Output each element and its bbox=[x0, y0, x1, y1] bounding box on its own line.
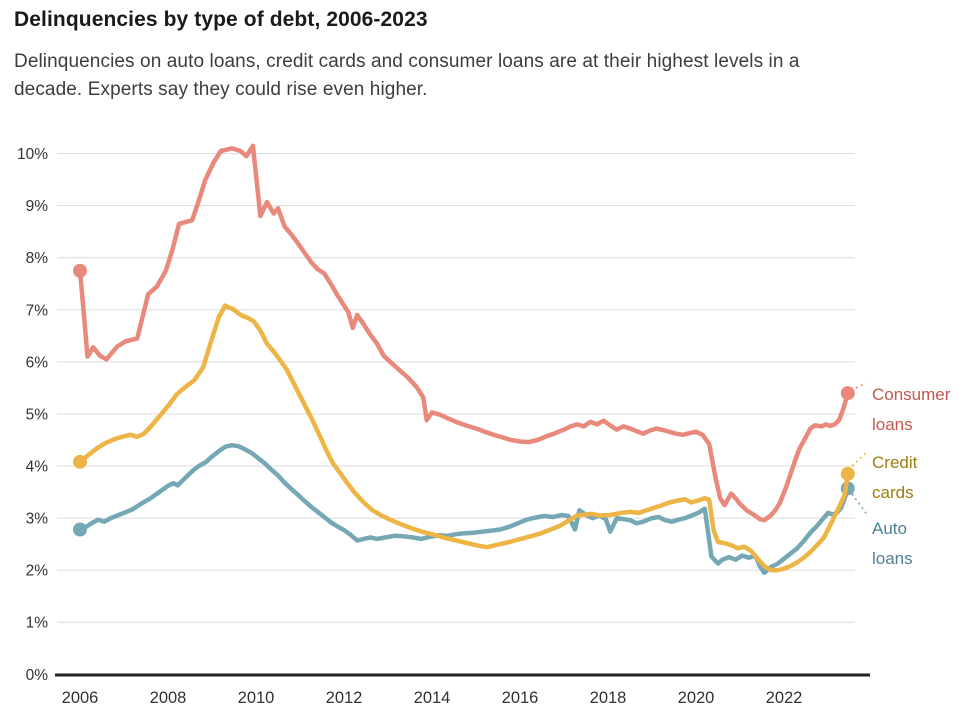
y-axis-tick-label: 10% bbox=[17, 146, 48, 163]
credit-cards-leader-line bbox=[851, 450, 869, 467]
y-axis-tick-label: 8% bbox=[26, 250, 49, 267]
y-axis-tick-label: 1% bbox=[26, 615, 49, 632]
credit-cards-start-dot bbox=[73, 454, 87, 469]
chart-subtitle: Delinquencies on auto loans, credit card… bbox=[14, 51, 800, 100]
y-axis-tick-label: 7% bbox=[26, 302, 49, 319]
delinquencies-line-chart: 0% 1% 2% 3% 4% 5% 6% 7% 8% 9% 10% 2006 2008 2010 2012 2… bbox=[17, 143, 951, 707]
consumer-loans-line bbox=[77, 143, 851, 523]
y-axis-tick-label: 9% bbox=[26, 198, 49, 215]
y-axis-tick-label: 3% bbox=[26, 511, 49, 528]
chart-title: Delinquencies by type of debt, 2006-2023 bbox=[14, 8, 428, 31]
auto-loans-label: Auto bbox=[872, 519, 907, 538]
y-axis-tick-label: 6% bbox=[26, 354, 49, 371]
x-axis-tick-label: 2016 bbox=[502, 689, 539, 707]
x-axis-tick-label: 2020 bbox=[678, 689, 715, 707]
auto-loans-label: loans bbox=[872, 549, 913, 568]
y-axis-tick-label: 2% bbox=[26, 563, 49, 580]
consumer-loans-label: Consumer bbox=[872, 385, 951, 404]
consumer-loans-leader-line bbox=[855, 382, 867, 389]
x-axis-tick-label: 2006 bbox=[62, 689, 99, 707]
x-axis-tick-label: 2012 bbox=[326, 689, 363, 707]
y-axis-tick-label: 5% bbox=[26, 406, 49, 423]
y-axis-tick-label: 0% bbox=[26, 667, 49, 684]
x-axis-tick-label: 2008 bbox=[150, 689, 187, 707]
auto-loans-leader-line bbox=[851, 493, 869, 517]
x-axis-tick-label: 2022 bbox=[766, 689, 803, 707]
x-axis-tick-label: 2014 bbox=[414, 689, 451, 707]
x-axis-tick-label: 2018 bbox=[590, 689, 627, 707]
credit-cards-end-dot bbox=[840, 466, 855, 481]
credit-cards-line bbox=[77, 303, 851, 573]
x-axis-tick-label: 2010 bbox=[238, 689, 275, 707]
consumer-loans-label: loans bbox=[872, 415, 913, 434]
consumer-loans-start-dot bbox=[73, 263, 87, 278]
auto-loans-line bbox=[77, 442, 851, 576]
auto-loans-start-dot bbox=[73, 522, 87, 537]
consumer-loans-end-dot bbox=[840, 386, 855, 401]
credit-cards-label: Credit bbox=[872, 453, 918, 472]
credit-cards-label: cards bbox=[872, 483, 914, 502]
y-axis-tick-label: 4% bbox=[26, 459, 49, 476]
